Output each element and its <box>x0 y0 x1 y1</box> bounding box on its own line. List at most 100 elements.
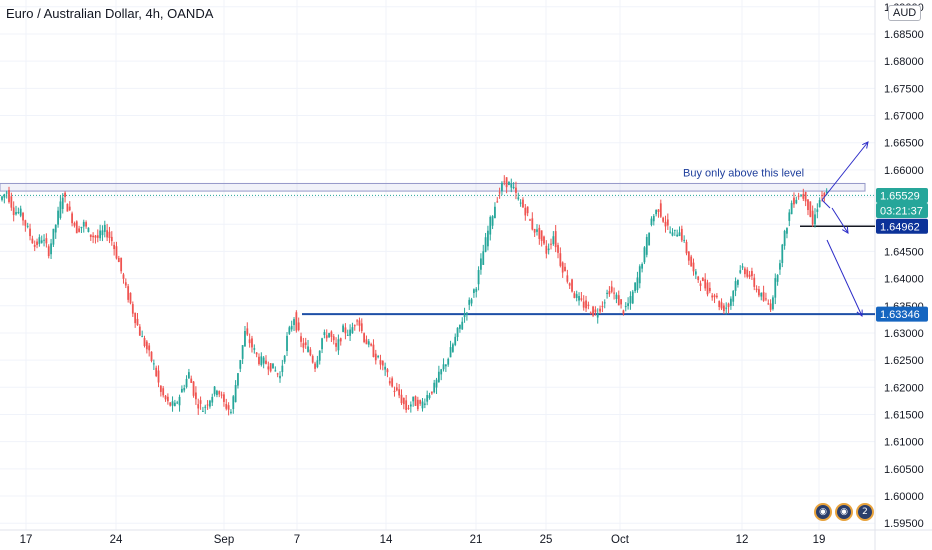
candle-body <box>367 341 370 345</box>
candle-body <box>124 282 127 286</box>
candle-body <box>386 369 389 373</box>
candle-body <box>545 245 548 254</box>
candle-body <box>477 270 480 285</box>
candle-body <box>155 367 158 377</box>
currency-badge[interactable]: AUD <box>888 5 922 21</box>
candle-body <box>533 228 536 233</box>
candle-body <box>732 290 735 302</box>
candle-body <box>192 381 195 396</box>
candle-body <box>575 294 578 298</box>
candle-body <box>552 236 555 245</box>
candle-body <box>272 363 274 369</box>
candle-body <box>276 373 279 375</box>
candle-body <box>606 292 608 294</box>
candle-body <box>346 334 349 336</box>
candle-body <box>451 344 454 352</box>
candle-body <box>269 363 272 372</box>
x-tick-label: 17 <box>20 534 33 546</box>
candle-body <box>108 231 111 238</box>
candle-body <box>103 224 106 232</box>
candle-body <box>321 338 323 350</box>
candle-body <box>50 243 52 255</box>
y-tick-label: 1.60000 <box>884 491 924 503</box>
candle-body <box>678 232 681 237</box>
candle-body <box>470 299 473 304</box>
candle-body <box>580 298 583 300</box>
candle-body <box>288 327 291 334</box>
candle-body <box>351 327 354 334</box>
candle-body <box>701 277 704 282</box>
candle-body <box>734 281 737 291</box>
candle-body <box>643 247 646 263</box>
candle-body <box>624 306 627 308</box>
candle-body <box>776 275 779 282</box>
candle-body <box>136 318 139 326</box>
candle-body <box>505 177 508 188</box>
candle-body <box>610 286 613 292</box>
candle-body <box>262 357 265 364</box>
globe-icon[interactable]: ◉ <box>835 503 853 521</box>
candle-body <box>10 196 13 208</box>
candle-body <box>17 211 20 213</box>
candle-body <box>795 199 798 204</box>
candle-body <box>760 293 763 297</box>
y-tick-label: 1.62000 <box>884 382 924 394</box>
candle-body <box>106 230 109 238</box>
candle-body <box>8 190 10 203</box>
x-tick-label: 12 <box>736 534 749 546</box>
candle-body <box>538 227 541 239</box>
candle-body <box>388 381 391 384</box>
candle-body <box>811 210 814 225</box>
y-tick-label: 1.61000 <box>884 437 924 449</box>
candle-body <box>152 363 155 365</box>
candle-body <box>722 305 725 312</box>
globe-icon[interactable]: 2 <box>856 503 874 521</box>
x-tick-label: Oct <box>611 534 630 546</box>
candle-body <box>223 394 225 402</box>
candle-body <box>209 400 211 407</box>
candle-body <box>571 279 573 292</box>
candle-body <box>120 257 123 272</box>
candle-body <box>676 234 679 237</box>
candle-body <box>536 229 538 232</box>
candle-body <box>122 274 125 279</box>
candle-body <box>687 251 690 261</box>
candle-body <box>218 391 221 395</box>
candle-body <box>748 274 751 277</box>
candle-body <box>360 323 363 331</box>
candle-body <box>187 372 190 379</box>
candle-body <box>59 201 62 218</box>
candle-body <box>325 335 328 339</box>
globe-icon[interactable]: ◉ <box>814 503 832 521</box>
candle-body <box>307 346 309 352</box>
candle-body <box>75 221 78 234</box>
candle-body <box>134 312 137 324</box>
candle-body <box>78 228 80 232</box>
candle-body <box>758 289 760 296</box>
candle-body <box>531 218 534 230</box>
candle-body <box>15 212 17 215</box>
candle-body <box>255 352 258 355</box>
candle-body <box>353 325 356 327</box>
candle-body <box>96 235 99 238</box>
candle-body <box>342 325 344 332</box>
candle-body <box>564 266 566 272</box>
direction-arrow <box>831 207 848 233</box>
candle-body <box>145 341 148 350</box>
candle-body <box>543 236 545 244</box>
candle-body <box>150 351 153 361</box>
candle-body <box>148 345 151 351</box>
candle-body <box>318 350 321 361</box>
candle-body <box>746 269 749 277</box>
candle-body <box>279 375 281 379</box>
candle-body <box>213 386 216 395</box>
y-tick-label: 1.66000 <box>884 165 924 177</box>
candle-body <box>358 320 361 326</box>
candle-body <box>818 200 821 208</box>
candle-body <box>496 201 499 203</box>
candle-body <box>638 266 641 284</box>
candle-body <box>166 396 169 402</box>
candle-body <box>788 212 791 221</box>
candle-body <box>793 197 795 205</box>
